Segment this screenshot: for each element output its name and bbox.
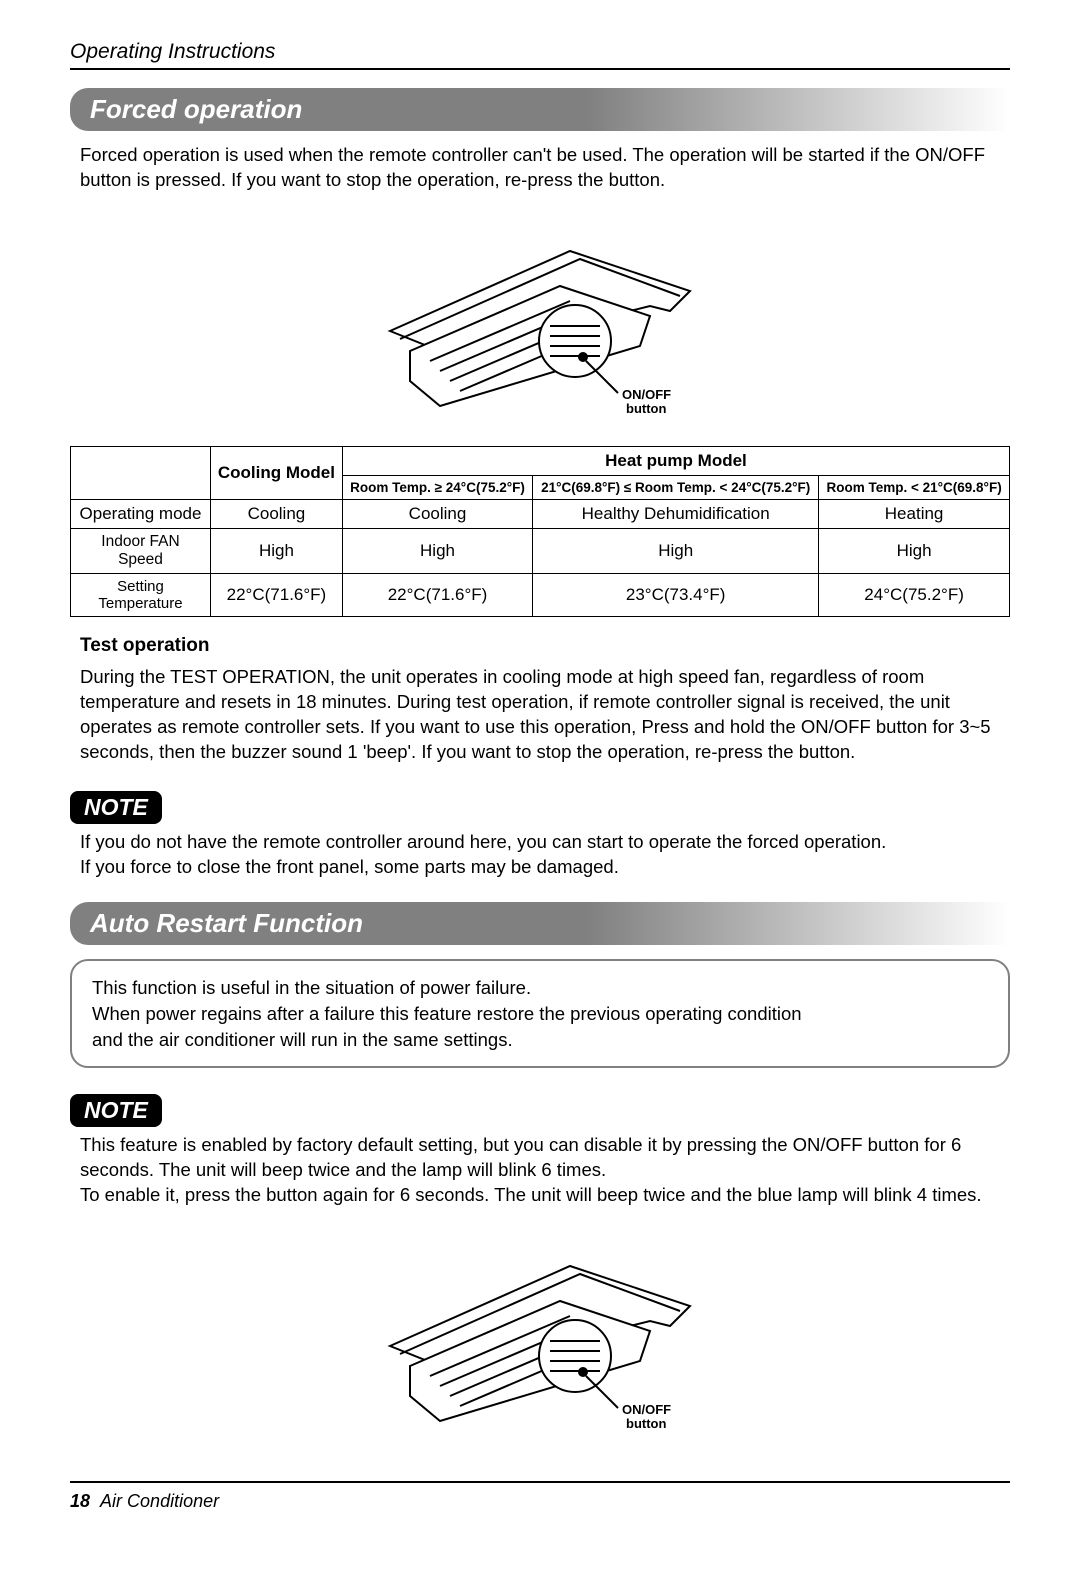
diagram2-label-l1: ON/OFF xyxy=(622,1402,671,1417)
table-row: Setting Temperature 22°C(71.6°F) 22°C(71… xyxy=(71,573,1010,616)
page-header: Operating Instructions xyxy=(70,40,1010,70)
footer-page-number: 18 xyxy=(70,1491,90,1511)
th-heat: Heat pump Model xyxy=(342,446,1009,475)
page-footer: 18 Air Conditioner xyxy=(70,1481,1010,1512)
test-operation-text: During the TEST OPERATION, the unit oper… xyxy=(80,665,1000,765)
header-section-title: Operating Instructions xyxy=(70,40,1010,64)
footer-title: Air Conditioner xyxy=(100,1491,219,1511)
section-bar-auto: Auto Restart Function xyxy=(70,902,1010,945)
row-label: Operating mode xyxy=(71,499,211,528)
test-operation-heading: Test operation xyxy=(80,635,1000,657)
section-title-auto: Auto Restart Function xyxy=(90,908,363,938)
note-badge-1: NOTE xyxy=(70,791,162,824)
diagram-auto: ON/OFF button xyxy=(70,1226,1010,1441)
th-cooling: Cooling Model xyxy=(211,446,343,499)
diagram-label-l1: ON/OFF xyxy=(622,387,671,402)
diagram-label-l2: button xyxy=(626,401,666,416)
ac-unit-diagram-icon: ON/OFF button xyxy=(370,211,710,421)
table-row: Operating mode Cooling Cooling Healthy D… xyxy=(71,499,1010,528)
diagram2-label-l2: button xyxy=(626,1416,666,1431)
spec-table: Cooling Model Heat pump Model Room Temp.… xyxy=(70,446,1010,617)
row-label: Indoor FAN Speed xyxy=(71,528,211,573)
section-title-forced: Forced operation xyxy=(90,94,302,124)
th-blank xyxy=(71,446,211,499)
diagram-forced: ON/OFF button xyxy=(70,211,1010,426)
th-heat-sub3: Room Temp. < 21°C(69.8°F) xyxy=(819,475,1010,499)
forced-operation-text: Forced operation is used when the remote… xyxy=(80,143,1000,193)
note1-text: If you do not have the remote controller… xyxy=(80,830,1000,880)
section-bar-forced: Forced operation xyxy=(70,88,1010,131)
table-row: Indoor FAN Speed High High High High xyxy=(71,528,1010,573)
note2-text: This feature is enabled by factory defau… xyxy=(80,1133,1000,1208)
th-heat-sub1: Room Temp. ≥ 24°C(75.2°F) xyxy=(342,475,532,499)
ac-unit-diagram-icon: ON/OFF button xyxy=(370,1226,710,1436)
auto-restart-callout: This function is useful in the situation… xyxy=(70,959,1010,1069)
note-badge-2: NOTE xyxy=(70,1094,162,1127)
row-label: Setting Temperature xyxy=(71,573,211,616)
th-heat-sub2: 21°C(69.8°F) ≤ Room Temp. < 24°C(75.2°F) xyxy=(533,475,819,499)
